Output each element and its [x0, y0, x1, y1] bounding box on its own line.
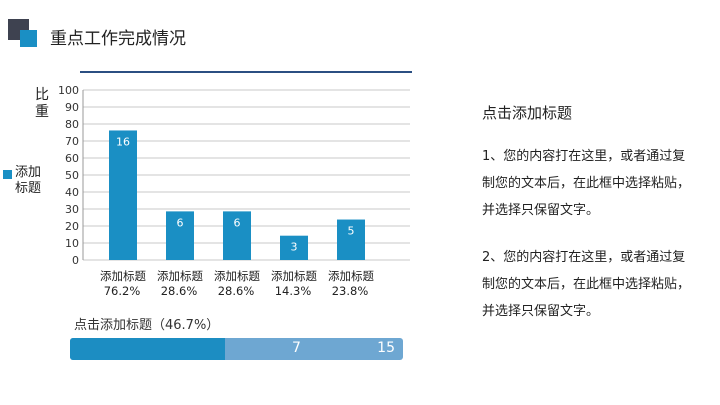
- y-tick-label: 0: [72, 254, 79, 267]
- right-panel-title: 点击添加标题: [482, 104, 573, 122]
- paragraph-1: 1、您的内容打在这里，或者通过复制您的文本后，在此框中选择粘贴，并选择只保留文字…: [482, 149, 691, 218]
- bar-data-label: 6: [177, 216, 184, 229]
- y-tick-label: 10: [65, 237, 79, 250]
- bar-data-label: 5: [348, 225, 355, 238]
- y-tick-label: 80: [65, 118, 79, 131]
- progress-value: 7: [292, 340, 301, 356]
- progress-total: 15: [377, 340, 395, 356]
- y-tick-label: 60: [65, 152, 79, 165]
- progress-fill: [70, 338, 226, 360]
- y-tick-label: 100: [58, 84, 79, 97]
- y-axis-label: 比: [35, 87, 49, 103]
- y-tick-label: 20: [65, 220, 79, 233]
- x-tick-label: 添加标题: [271, 269, 317, 283]
- y-tick-label: 70: [65, 135, 79, 148]
- y-tick-label: 40: [65, 186, 79, 199]
- title-divider: [80, 71, 412, 73]
- bar-data-label: 16: [116, 135, 130, 148]
- bar: [223, 211, 251, 260]
- x-tick-label: 添加标题: [328, 269, 374, 283]
- progress-bar: 7 15: [70, 338, 403, 360]
- bar: [109, 130, 137, 260]
- y-axis-label: 重: [35, 104, 49, 120]
- y-tick-label: 50: [65, 169, 79, 182]
- x-tick-percent: 23.8%: [332, 284, 369, 298]
- progress-title: 点击添加标题（46.7%）: [74, 318, 220, 333]
- legend-swatch: [3, 170, 12, 179]
- bar: [337, 219, 365, 260]
- legend-label: 添加标题: [15, 165, 42, 196]
- x-tick-percent: 28.6%: [218, 284, 255, 298]
- paragraph-2: 2、您的内容打在这里，或者通过复制您的文本后，在此框中选择粘贴，并选择只保留文字…: [482, 250, 691, 319]
- bar: [166, 211, 194, 260]
- logo-blue-square: [20, 30, 37, 47]
- x-tick-percent: 28.6%: [161, 284, 198, 298]
- y-tick-label: 90: [65, 101, 79, 114]
- y-tick-label: 30: [65, 203, 79, 216]
- x-tick-percent: 14.3%: [275, 284, 312, 298]
- bar: [280, 235, 308, 260]
- x-tick-percent: 76.2%: [104, 284, 141, 298]
- bar-data-label: 3: [291, 241, 298, 254]
- bar-data-label: 6: [234, 216, 241, 229]
- x-tick-label: 添加标题: [157, 269, 203, 283]
- page-title: 重点工作完成情况: [50, 29, 186, 49]
- x-tick-label: 添加标题: [214, 269, 260, 283]
- x-tick-label: 添加标题: [100, 269, 146, 283]
